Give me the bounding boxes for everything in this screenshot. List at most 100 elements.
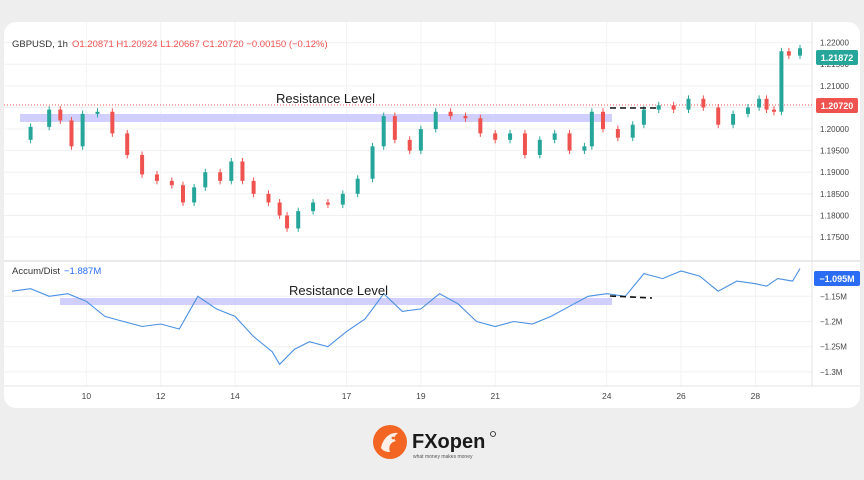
last-close-badge: 1.20720 [816, 98, 858, 113]
candle-body [764, 98, 769, 110]
candle-body [203, 172, 208, 188]
ad-line-series [11, 268, 801, 366]
price-resistance-band [20, 114, 612, 122]
time-tick-label: 19 [416, 391, 426, 401]
chart-card: Resistance Level Resistance Level GBPUSD… [4, 22, 860, 408]
candle-body [340, 193, 345, 205]
candle-body [508, 133, 513, 140]
price-tick-label: 1.21000 [820, 82, 849, 91]
candle-body [28, 126, 33, 140]
candle-body [80, 113, 85, 147]
candle-body [463, 116, 468, 119]
candle-body [140, 154, 145, 175]
price-tick-label: 1.22000 [820, 39, 849, 48]
candle-body [589, 111, 594, 147]
candle-body [370, 146, 375, 179]
indicator-value: −1.887M [64, 266, 101, 277]
candle-body [285, 215, 290, 229]
price-tick-label: 1.19500 [820, 147, 849, 156]
registered-mark-icon [490, 431, 496, 437]
candle-body [656, 105, 661, 110]
price-resistance-label: Resistance Level [276, 91, 375, 106]
time-tick-label: 10 [82, 391, 92, 401]
candle-body [641, 109, 646, 125]
candle-body [478, 118, 483, 134]
candle-body [567, 133, 572, 151]
candle-body [154, 174, 159, 181]
candle-body [296, 211, 301, 229]
candle-body [169, 180, 174, 186]
candle-body [686, 98, 691, 110]
indicator-name: Accum/Dist [12, 266, 60, 277]
candle-body [69, 120, 74, 147]
candle-body [537, 139, 542, 155]
candle-body [757, 98, 762, 108]
ohlc-values: O1.20871 H1.20924 L1.20667 C1.20720 −0.0… [72, 39, 328, 50]
last-close-text: 1.20720 [821, 101, 854, 111]
current-price-text: 1.21872 [821, 53, 854, 63]
time-tick-label: 14 [230, 391, 240, 401]
candle-body [433, 111, 438, 130]
price-tick-label: 1.18500 [820, 190, 849, 199]
ad-axis-ticks: −1.15M −1.2M −1.25M −1.3M [820, 292, 847, 377]
candle-body [47, 109, 52, 127]
ad-tick-label: −1.15M [820, 292, 847, 301]
price-tick-label: 1.18000 [820, 211, 849, 220]
candle-body [582, 146, 587, 151]
candle-body [771, 109, 776, 112]
candle-body [671, 105, 676, 110]
time-tick-label: 21 [490, 391, 500, 401]
candle-body [615, 129, 620, 138]
candle-body [701, 98, 706, 108]
candle-body [392, 116, 397, 140]
ad-value-text: −1.095M [819, 274, 854, 284]
candle-body [716, 107, 721, 125]
symbol-label: GBPUSD, 1h [12, 39, 68, 50]
candle-body [240, 161, 245, 181]
candle-body [798, 48, 802, 56]
candle-body [266, 193, 271, 203]
candle-body [251, 180, 256, 194]
candle-body [229, 161, 234, 181]
candle-body [601, 111, 605, 130]
candle-body [218, 172, 223, 181]
ad-resistance-band [60, 298, 612, 305]
candle-body [745, 107, 750, 114]
candle-body [407, 139, 412, 151]
time-tick-label: 24 [602, 391, 612, 401]
time-axis-ticks: 10 12 14 17 19 21 24 26 28 [82, 391, 761, 401]
candle-body [731, 113, 736, 125]
candle-body [355, 178, 360, 194]
candle-body [192, 187, 197, 203]
candle-body [418, 129, 423, 151]
candle-body [552, 133, 557, 140]
chart-canvas: Resistance Level Resistance Level GBPUSD… [4, 22, 860, 401]
brand-footer: FXopen what money makes money [0, 408, 864, 475]
brand-name: FXopen [412, 431, 485, 453]
candle-body [448, 111, 453, 117]
candle-body [630, 124, 635, 138]
candle-body [125, 133, 130, 155]
ad-value-badge: −1.095M [814, 271, 860, 286]
candlestick-series [28, 44, 802, 232]
candle-body [522, 133, 527, 155]
candle-body [493, 133, 498, 140]
candle-body [786, 51, 791, 56]
ad-tick-label: −1.25M [820, 343, 847, 352]
current-price-badge: 1.21872 [816, 50, 858, 65]
candle-body [180, 185, 185, 203]
candle-body [110, 111, 115, 134]
price-axis-ticks: 1.17500 1.18000 1.18500 1.19000 1.19500 1.200… [820, 39, 849, 242]
candle-body [779, 51, 784, 112]
fxopen-logo-icon [373, 425, 407, 459]
ad-tick-label: −1.3M [820, 368, 843, 377]
candle-body [95, 111, 100, 114]
brand-tagline: what money makes money [413, 454, 473, 460]
time-tick-label: 17 [342, 391, 352, 401]
time-tick-label: 26 [676, 391, 686, 401]
ad-tick-label: −1.2M [820, 317, 843, 326]
time-tick-label: 28 [751, 391, 761, 401]
price-tick-label: 1.17500 [820, 233, 849, 242]
candle-body [325, 202, 330, 205]
price-tick-label: 1.19000 [820, 168, 849, 177]
